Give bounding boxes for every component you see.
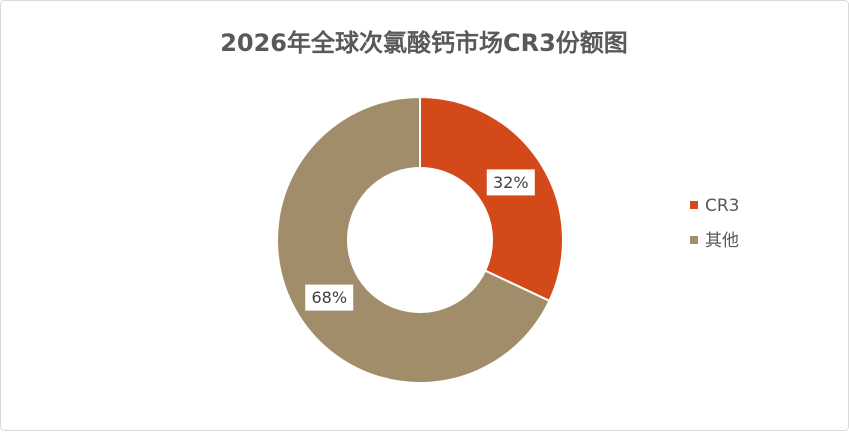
legend-label: CR3 bbox=[705, 196, 740, 216]
chart-title: 2026年全球次氯酸钙市场CR3份额图 bbox=[220, 29, 628, 57]
donut-slice bbox=[276, 95, 551, 384]
donut-slice bbox=[419, 95, 564, 303]
data-label-box bbox=[305, 284, 354, 311]
data-label: 68% bbox=[311, 288, 347, 307]
legend-swatch bbox=[690, 201, 698, 209]
legend-label: 其他 bbox=[705, 231, 739, 251]
legend-swatch bbox=[690, 236, 698, 244]
data-label-box bbox=[486, 169, 535, 196]
data-label: 32% bbox=[493, 173, 529, 192]
